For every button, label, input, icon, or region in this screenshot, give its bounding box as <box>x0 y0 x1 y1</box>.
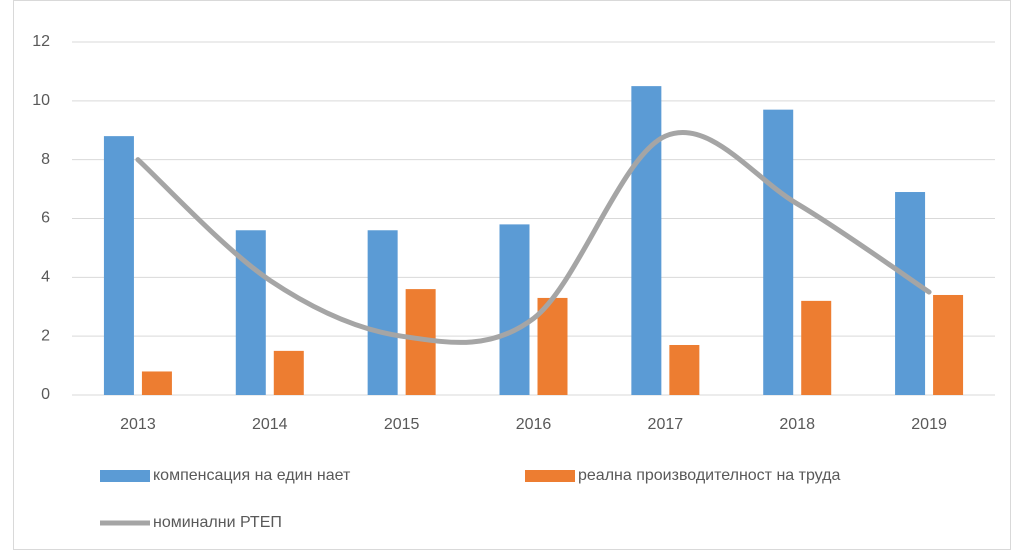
legend-swatch <box>525 470 575 482</box>
bar <box>933 294 964 395</box>
bar <box>631 86 662 395</box>
x-tick-label: 2019 <box>911 416 947 433</box>
legend-swatch <box>100 470 150 482</box>
legend-label: компенсация на един нает <box>153 467 351 484</box>
x-tick-label: 2016 <box>516 416 552 433</box>
y-tick-label: 0 <box>41 386 50 403</box>
y-tick-label: 6 <box>41 210 50 227</box>
bar <box>763 109 794 396</box>
bar <box>103 136 134 395</box>
line <box>135 130 932 345</box>
bar <box>273 350 304 395</box>
y-tick-label: 10 <box>32 92 50 109</box>
bar <box>801 300 832 395</box>
bar <box>895 192 926 395</box>
y-tick-label: 12 <box>32 33 50 50</box>
bar <box>141 371 172 395</box>
y-tick-label: 2 <box>41 327 50 344</box>
x-tick-label: 2018 <box>779 416 815 433</box>
x-tick-label: 2017 <box>648 416 684 433</box>
x-tick-label: 2014 <box>252 416 288 433</box>
y-tick-label: 8 <box>41 151 50 168</box>
bar <box>537 297 568 395</box>
bar <box>499 224 530 395</box>
legend-label: номинални РТЕП <box>153 514 282 531</box>
bar <box>669 344 700 395</box>
y-tick-label: 4 <box>41 269 50 286</box>
x-tick-label: 2015 <box>384 416 420 433</box>
legend-label: реална производителност на труда <box>578 467 840 484</box>
bar <box>367 230 398 395</box>
x-tick-label: 2013 <box>120 416 156 433</box>
